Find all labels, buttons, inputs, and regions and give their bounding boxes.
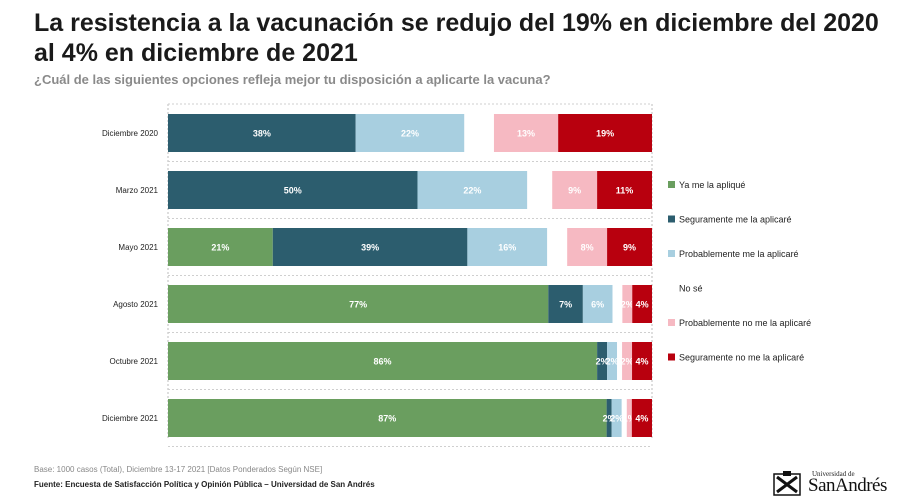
bar-segment — [168, 114, 356, 152]
data-label: 22% — [463, 186, 481, 196]
legend-label: Seguramente no me la aplicaré — [679, 353, 804, 363]
legend-swatch — [668, 319, 675, 326]
bar-segment — [622, 342, 633, 380]
data-label: 87% — [378, 414, 396, 424]
bar-segment — [611, 399, 622, 437]
data-label: 6% — [591, 300, 604, 310]
bar-segment — [467, 228, 548, 266]
data-label: 13% — [517, 129, 535, 139]
bar-segment — [417, 171, 528, 209]
bar-segment — [612, 285, 623, 323]
data-label: 2% — [610, 414, 623, 424]
bar-segment — [607, 228, 652, 266]
data-label: 2% — [621, 357, 634, 367]
data-label: 77% — [349, 300, 367, 310]
data-label: 19% — [596, 129, 614, 139]
bar-segment — [548, 285, 583, 323]
bar-segment — [606, 399, 612, 437]
base-note: Base: 1000 casos (Total), Diciembre 13-1… — [34, 465, 323, 474]
data-label: 2% — [621, 300, 634, 310]
bar-segment — [168, 342, 598, 380]
bar-segment — [567, 228, 608, 266]
data-label: 2% — [596, 357, 609, 367]
category-label: Diciembre 2021 — [102, 414, 159, 423]
legend-swatch — [668, 250, 675, 257]
data-label: 8% — [581, 243, 594, 253]
bar-segment — [355, 114, 465, 152]
bar-segment — [621, 399, 627, 437]
university-seal-icon — [773, 471, 801, 496]
data-label: 86% — [374, 357, 392, 367]
legend-label: No sé — [679, 284, 703, 294]
bar-segment — [552, 171, 598, 209]
university-logo: Universidad de SanAndrés — [768, 470, 898, 498]
data-label: 4% — [636, 357, 649, 367]
data-label: 4% — [636, 300, 649, 310]
bar-segment — [622, 285, 633, 323]
data-label: 2% — [603, 414, 616, 424]
data-label: 4% — [635, 414, 648, 424]
bar-segment — [597, 342, 608, 380]
legend-swatch — [668, 181, 675, 188]
category-label: Marzo 2021 — [116, 186, 159, 195]
bar-segment — [632, 285, 652, 323]
legend-label: Seguramente me la aplicaré — [679, 215, 792, 225]
legend-label: Probablemente me la aplicaré — [679, 249, 799, 259]
bar-segment — [617, 342, 623, 380]
data-label: 16% — [498, 243, 516, 253]
data-label: 11% — [616, 186, 634, 196]
legend-label: Ya me la apliqué — [679, 180, 745, 190]
bar-segment — [558, 114, 652, 152]
data-label: 22% — [401, 129, 419, 139]
category-label: Agosto 2021 — [113, 300, 158, 309]
bar-segment — [632, 342, 652, 380]
bar-segment — [493, 114, 559, 152]
legend-swatch — [668, 215, 675, 223]
bar-segment — [547, 228, 568, 266]
data-label: 7% — [559, 300, 572, 310]
data-label: 1% — [623, 414, 636, 424]
data-label: 9% — [623, 243, 636, 253]
bar-segment — [626, 399, 632, 437]
bar-segment — [464, 114, 494, 152]
data-label: 39% — [361, 243, 379, 253]
bar-segment — [272, 228, 468, 266]
logo-small-text: Universidad de — [812, 470, 855, 478]
source-note: Fuente: Encuesta de Satisfacción Polític… — [34, 480, 375, 489]
chart-subtitle: ¿Cuál de las siguientes opciones refleja… — [34, 72, 551, 87]
bar-segment — [168, 171, 418, 209]
data-label: 50% — [284, 186, 302, 196]
category-label: Mayo 2021 — [118, 243, 158, 252]
bar-segment — [168, 399, 607, 437]
bar-segment — [607, 342, 618, 380]
data-label: 2% — [606, 357, 619, 367]
data-label: 21% — [211, 243, 229, 253]
logo-big-text: SanAndrés — [808, 475, 887, 496]
bar-segment — [168, 285, 549, 323]
category-label: Diciembre 2020 — [102, 129, 159, 138]
data-label: 9% — [568, 186, 581, 196]
bar-segment — [582, 285, 613, 323]
category-label: Octubre 2021 — [110, 357, 159, 366]
bar-segment — [631, 399, 652, 437]
bar-segment — [597, 171, 652, 209]
legend-swatch — [668, 353, 675, 361]
legend-label: Probablemente no me la aplicaré — [679, 318, 811, 328]
data-label: 38% — [253, 129, 271, 139]
chart-title: La resistencia a la vacunación se redujo… — [34, 9, 879, 67]
bar-segment — [527, 171, 553, 209]
bar-segment — [168, 228, 273, 266]
